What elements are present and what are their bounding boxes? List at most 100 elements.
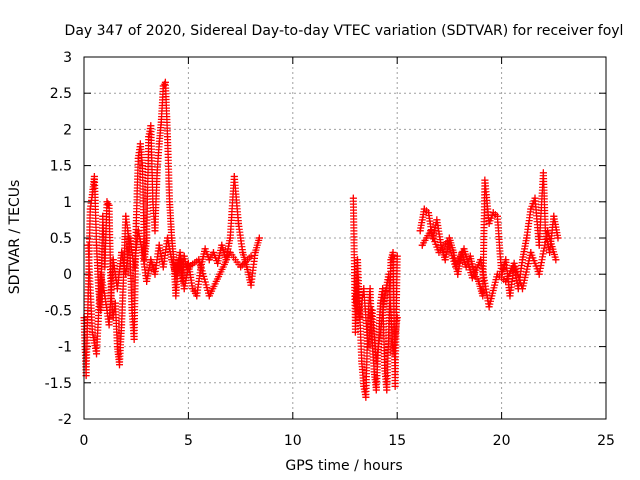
data-point [226, 248, 234, 256]
data-point [376, 299, 384, 307]
x-tick-label: 0 [80, 433, 89, 449]
y-tick-label: -0.5 [45, 303, 72, 319]
data-point [105, 321, 113, 329]
data-point [389, 248, 397, 256]
data-point [159, 263, 167, 271]
data-point [527, 248, 535, 256]
x-tick-label: 25 [597, 433, 615, 449]
data-series-segment [416, 169, 562, 300]
data-point [441, 256, 449, 264]
data-point [103, 198, 111, 206]
data-point [149, 198, 157, 206]
data-point [153, 169, 161, 177]
data-point [460, 245, 468, 253]
data-point [159, 82, 167, 90]
data-point [546, 248, 554, 256]
data-point [93, 350, 101, 358]
data-point [360, 285, 368, 293]
data-point [243, 263, 251, 271]
plot-frame [83, 56, 607, 420]
data-point [138, 248, 146, 256]
data-point [239, 248, 247, 256]
y-axis-label: SDTVAR / TECUs [7, 180, 23, 295]
data-point [209, 248, 217, 256]
data-point [535, 270, 543, 278]
data-point [445, 234, 453, 242]
y-tick-label: 1.5 [50, 159, 72, 175]
data-point [485, 220, 493, 228]
data-point [189, 285, 197, 293]
data-point [97, 270, 105, 278]
data-point [247, 281, 255, 289]
data-point [425, 209, 433, 217]
data-point [84, 241, 92, 249]
data-point [86, 205, 94, 213]
data-point [230, 172, 238, 180]
data-point [247, 252, 255, 260]
data-point [372, 386, 380, 394]
data-point [145, 133, 153, 141]
data-point [126, 234, 134, 242]
data-point [489, 209, 497, 217]
data-point [454, 270, 462, 278]
y-tick-label: -1 [58, 340, 72, 356]
data-point [218, 241, 226, 249]
data-point [255, 234, 263, 242]
data-point [443, 238, 451, 246]
data-point [105, 201, 113, 209]
data-point [130, 335, 138, 343]
data-point [362, 393, 370, 401]
data-point [205, 292, 213, 300]
data-point [193, 292, 201, 300]
data-point [195, 256, 203, 264]
y-tick-label: 2.5 [50, 86, 72, 102]
data-point [485, 303, 493, 311]
y-tick-label: 0 [63, 267, 72, 283]
data-point [420, 205, 428, 213]
x-tick-label: 5 [184, 433, 193, 449]
y-tick-label: 2 [63, 122, 72, 138]
data-point [88, 328, 96, 336]
data-point [111, 299, 119, 307]
data-point [136, 140, 144, 148]
data-point [387, 256, 395, 264]
data-point [115, 361, 123, 369]
data-point [351, 292, 359, 300]
data-point [383, 386, 391, 394]
data-point [510, 259, 518, 267]
data-point [130, 263, 138, 271]
data-point [161, 78, 169, 86]
data-point [372, 357, 380, 365]
data-point [475, 277, 483, 285]
data-point [134, 154, 142, 162]
x-axis-label: GPS time / hours [285, 458, 402, 474]
data-point [118, 321, 126, 329]
data-point [381, 292, 389, 300]
data-point [113, 343, 121, 351]
data-point [138, 162, 146, 170]
data-point [101, 263, 109, 271]
data-point [118, 248, 126, 256]
data-point [527, 205, 535, 213]
data-point [143, 277, 151, 285]
data-point [370, 368, 378, 376]
data-point [360, 382, 368, 390]
data-point [393, 252, 401, 260]
data-point [506, 292, 514, 300]
data-point [539, 169, 547, 177]
data-point [493, 212, 501, 220]
data-point [389, 350, 397, 358]
data-point [201, 245, 209, 253]
y-tick-label: 0.5 [50, 231, 72, 247]
data-point [147, 122, 155, 130]
y-tick-label: 3 [63, 50, 72, 66]
data-point [479, 292, 487, 300]
data-point [351, 328, 359, 336]
data-point [93, 241, 101, 249]
data-point [381, 364, 389, 372]
data-point [164, 133, 172, 141]
data-point [214, 259, 222, 267]
data-point [391, 382, 399, 390]
data-point [376, 328, 384, 336]
